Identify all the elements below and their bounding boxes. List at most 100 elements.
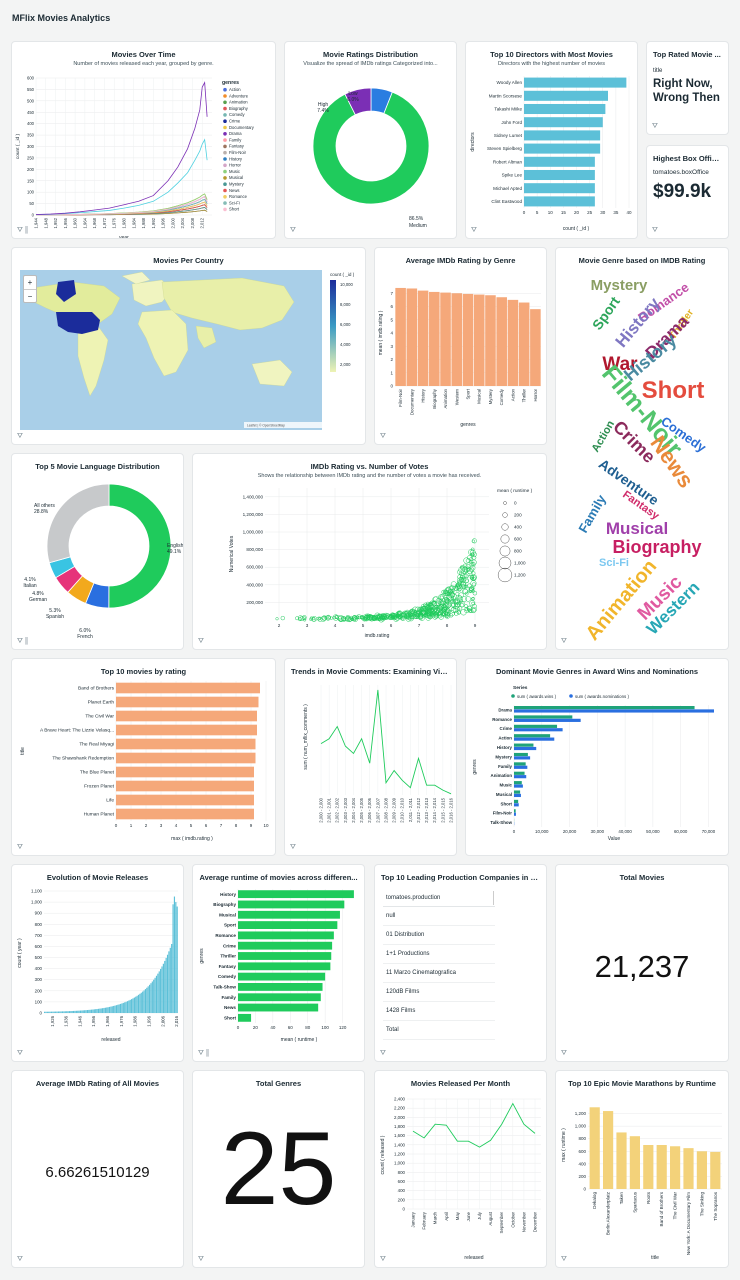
bar xyxy=(440,292,451,386)
scatter-point xyxy=(397,611,402,616)
y-tick-label: 400 xyxy=(27,121,35,126)
x-tick-label: 1,972 xyxy=(102,217,107,228)
card-top-rated-movie[interactable]: Top Rated Movie ... title Right Now, Wro… xyxy=(646,41,729,135)
world-map[interactable]: Leaflet | © OpenStreetMap count ( _id ) 10… xyxy=(12,268,366,438)
evolution-bar-chart[interactable]: 0 100 200 300 400 500 600 700 800 900 1,000 1,100 1,… xyxy=(12,883,184,1062)
category-label: The Shawshank Redemption xyxy=(52,756,114,762)
filter-icon[interactable]: ⛛ xyxy=(471,227,477,234)
chart-icon[interactable]: ⫼ xyxy=(24,227,29,234)
bar xyxy=(106,1007,108,1013)
filter-icon[interactable]: ⛛ xyxy=(17,638,23,645)
epic-marathons-chart[interactable]: 0 200 400 600 800 1,000 1,200 Dekalog Berlin Ale… xyxy=(556,1089,729,1268)
x-tick-label: 1,996 xyxy=(146,1015,151,1026)
movies-per-month-chart[interactable]: 0 200 400 600 800 1,000 1,200 1,400 1,600 1,800 2,… xyxy=(375,1089,547,1268)
card-genre-wordcloud[interactable]: Movie Genre based on IMDB Rating Mystery… xyxy=(555,247,729,650)
filter-icon[interactable]: ⛛ xyxy=(198,1050,204,1057)
top-movies-bar-chart[interactable]: 0 1 2 3 4 5 6 7 8 9 10 Band of Brothers Planet Earth… xyxy=(12,677,276,856)
card-movies-per-country[interactable]: Movies Per Country Leaflet | © OpenStree… xyxy=(11,247,366,445)
card-top-movies-rating[interactable]: Top 10 movies by rating 0 1 2 3 4 5 6 7 8 9 10 Band… xyxy=(11,658,276,856)
filter-icon[interactable]: ⛛ xyxy=(561,1050,567,1057)
y-tick-label: 3 xyxy=(390,344,393,349)
card-avg-runtime[interactable]: Average runtime of movies across differe… xyxy=(192,864,365,1062)
scatter-point xyxy=(465,584,469,589)
bar xyxy=(514,724,558,728)
legend-size-swatch xyxy=(500,534,510,544)
avg-rating-genre-chart[interactable]: 0 1 2 3 4 5 6 7 Film-Noir Documentary History Biogr… xyxy=(375,268,547,443)
card-movies-over-time[interactable]: Movies Over Time Number of movies releas… xyxy=(11,41,276,239)
table-scrollbar[interactable] xyxy=(493,891,494,905)
card-top-languages[interactable]: Top 5 Movie Language Distribution Englis… xyxy=(11,453,184,650)
filter-icon[interactable]: ⛛ xyxy=(17,844,23,851)
award-genres-chart[interactable]: Series sum ( awards.wins ) sum ( awards.no… xyxy=(466,677,729,856)
comments-line-chart[interactable]: 2,000 - 2,000 2,001 - 2,001 2,002 - 2,002 2… xyxy=(285,677,457,856)
bar xyxy=(395,287,406,386)
bar xyxy=(514,765,528,769)
card-total-movies[interactable]: Total Movies 21,237 ⛛ xyxy=(555,864,729,1062)
card-footer-icons: ⛛ ⫼ xyxy=(17,227,28,235)
color-legend-bar xyxy=(330,280,336,372)
card-top-directors[interactable]: Top 10 Directors with Most Movies Direct… xyxy=(465,41,638,239)
table-row[interactable]: null xyxy=(383,907,495,926)
x-tick-label: 80 xyxy=(305,1025,311,1030)
filter-icon[interactable]: ⛛ xyxy=(380,1256,386,1263)
movies-over-time-chart[interactable]: 0 50 100 150 200 250 300 350 400 450 500 550 600 1,94… xyxy=(12,70,276,239)
bar xyxy=(144,989,147,1013)
filter-icon[interactable]: ⛛ xyxy=(380,1050,386,1057)
chart-icon[interactable]: ⫼ xyxy=(205,1050,210,1057)
table-row[interactable]: 01 Distribution xyxy=(383,926,495,945)
zoom-out-button[interactable]: − xyxy=(27,292,33,301)
filter-icon[interactable]: ⛛ xyxy=(561,638,567,645)
card-rating-vs-votes[interactable]: IMDb Rating vs. Number of Votes Shows th… xyxy=(192,453,547,650)
card-epic-marathons[interactable]: Top 10 Epic Movie Marathons by Runtime 0… xyxy=(555,1070,729,1268)
x-tick-label: 1,944 xyxy=(34,217,39,228)
x-tick-label: 0 xyxy=(513,829,516,834)
category-label: Thriller xyxy=(522,388,527,402)
category-label: The Sinking xyxy=(699,1192,704,1217)
table-row[interactable]: 1428 Films xyxy=(383,1002,495,1021)
legend-swatch xyxy=(223,87,227,92)
rating-votes-scatter[interactable]: 200,000 400,000 600,000 800,000 1,000,000 1,2… xyxy=(193,480,547,650)
table-total-row[interactable]: Total xyxy=(383,1021,495,1040)
table-row[interactable]: 11 Marzo Cinematografica xyxy=(383,964,495,983)
filter-icon[interactable]: ⛛ xyxy=(17,433,23,440)
bar xyxy=(107,1007,109,1013)
bar xyxy=(238,1013,252,1022)
directors-bar-chart[interactable]: 0 5 10 15 20 25 30 35 40 Woody Allen Martin Scorse… xyxy=(466,70,638,239)
card-movies-per-month[interactable]: Movies Released Per Month 0 200 400 600 800 1… xyxy=(374,1070,547,1268)
genre-series-line xyxy=(35,193,208,216)
filter-icon[interactable]: ⛛ xyxy=(198,638,204,645)
filter-icon[interactable]: ⛛ xyxy=(17,1050,23,1057)
y-tick-label: 2 xyxy=(390,357,393,362)
card-comments-trend[interactable]: Trends in Movie Comments: Examining Vie.… xyxy=(284,658,457,856)
card-avg-imdb-rating[interactable]: Average IMDb Rating of All Movies 6.6626… xyxy=(11,1070,184,1268)
category-label: The Blue Planet xyxy=(80,770,115,776)
filter-icon[interactable]: ⛛ xyxy=(17,227,23,234)
filter-icon[interactable]: ⛛ xyxy=(561,1256,567,1263)
filter-icon[interactable]: ⛛ xyxy=(17,1256,23,1263)
card-title: Top 10 movies by rating xyxy=(100,667,187,676)
scatter-point xyxy=(404,612,411,620)
card-highest-box-office[interactable]: Highest Box Office... tomatoes.boxOffice… xyxy=(646,145,729,239)
filter-icon[interactable]: ⛛ xyxy=(290,844,296,851)
avg-runtime-bar-chart[interactable]: 0 20 40 60 80 100 120 History Biography Musical Sp… xyxy=(193,883,365,1062)
card-evolution-releases[interactable]: Evolution of Movie Releases 0 100 200 300 40… xyxy=(11,864,184,1062)
card-avg-rating-by-genre[interactable]: Average IMDb Rating by Genre 0 1 2 3 4 5 6 7 Fil… xyxy=(374,247,547,445)
filter-icon[interactable]: ⛛ xyxy=(652,123,658,130)
card-total-genres[interactable]: Total Genres 25 ⛛ xyxy=(192,1070,365,1268)
table-row[interactable]: 1+1 Productions xyxy=(383,945,495,964)
chart-icon[interactable]: ⫼ xyxy=(24,638,29,645)
card-production-companies[interactable]: Top 10 Leading Production Companies in F… xyxy=(374,864,547,1062)
filter-icon[interactable]: ⛛ xyxy=(198,1256,204,1263)
filter-icon[interactable]: ⛛ xyxy=(380,433,386,440)
bar xyxy=(710,1151,721,1189)
card-ratings-distribution[interactable]: Movie Ratings Distribution Visualize the… xyxy=(284,41,457,239)
filter-icon[interactable]: ⛛ xyxy=(652,227,658,234)
category-label: Biography xyxy=(213,902,236,907)
filter-icon[interactable]: ⛛ xyxy=(290,227,296,234)
zoom-in-button[interactable]: + xyxy=(24,276,36,290)
table-row[interactable]: 120dB Films xyxy=(383,983,495,1002)
card-award-genres[interactable]: Dominant Movie Genres in Award Wins and … xyxy=(465,658,729,856)
